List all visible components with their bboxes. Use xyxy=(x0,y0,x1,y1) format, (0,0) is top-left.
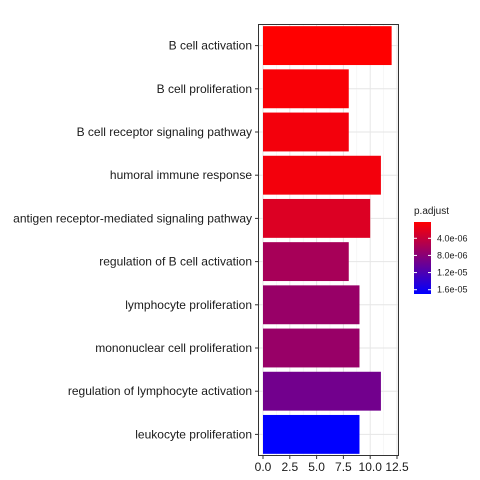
category-label: B cell proliferation xyxy=(157,82,252,96)
category-label: humoral immune response xyxy=(110,168,252,182)
legend-label: 1.6e-05 xyxy=(437,285,468,295)
category-label: B cell activation xyxy=(169,39,252,53)
legend-label: 8.0e-06 xyxy=(437,250,468,260)
bar xyxy=(263,69,349,109)
x-tick-label: 2.5 xyxy=(281,460,298,474)
category-label: mononuclear cell proliferation xyxy=(95,341,252,355)
bar xyxy=(263,285,360,325)
category-label: regulation of lymphocyte activation xyxy=(68,384,252,398)
bar xyxy=(263,371,381,411)
bar xyxy=(263,414,360,454)
category-label: antigen receptor-mediated signaling path… xyxy=(13,211,252,225)
bars xyxy=(263,26,392,454)
x-tick-label: 0.0 xyxy=(255,460,272,474)
bar xyxy=(263,198,371,238)
legend-title: p.adjust xyxy=(414,206,449,217)
category-label: lymphocyte proliferation xyxy=(125,298,252,312)
x-axis-ticks: 0.0 2.5 5.0 7.5 10.0 12.5 xyxy=(255,456,409,474)
x-tick-label: 7.5 xyxy=(335,460,352,474)
category-label: leukocyte proliferation xyxy=(135,427,252,441)
bar xyxy=(263,155,381,195)
x-tick-label: 10.0 xyxy=(359,460,383,474)
bar xyxy=(263,328,360,368)
legend: p.adjust 4.0e-06 8.0e-06 1.2e-05 1.6e-05 xyxy=(414,206,468,295)
legend-label: 1.2e-05 xyxy=(437,268,468,278)
category-label: B cell receptor signaling pathway xyxy=(77,125,252,139)
x-tick-label: 5.0 xyxy=(308,460,325,474)
category-labels: B cell activation B cell proliferation B c… xyxy=(13,39,258,441)
bar xyxy=(263,26,392,66)
legend-ticks: 4.0e-06 8.0e-06 1.2e-05 1.6e-05 xyxy=(414,233,468,295)
bar xyxy=(263,112,349,152)
category-label: regulation of B cell activation xyxy=(99,255,252,269)
legend-color-bar xyxy=(414,222,431,294)
x-tick-label: 12.5 xyxy=(385,460,409,474)
bar xyxy=(263,242,349,282)
legend-label: 4.0e-06 xyxy=(437,233,468,243)
plot-panel-border xyxy=(258,24,399,456)
